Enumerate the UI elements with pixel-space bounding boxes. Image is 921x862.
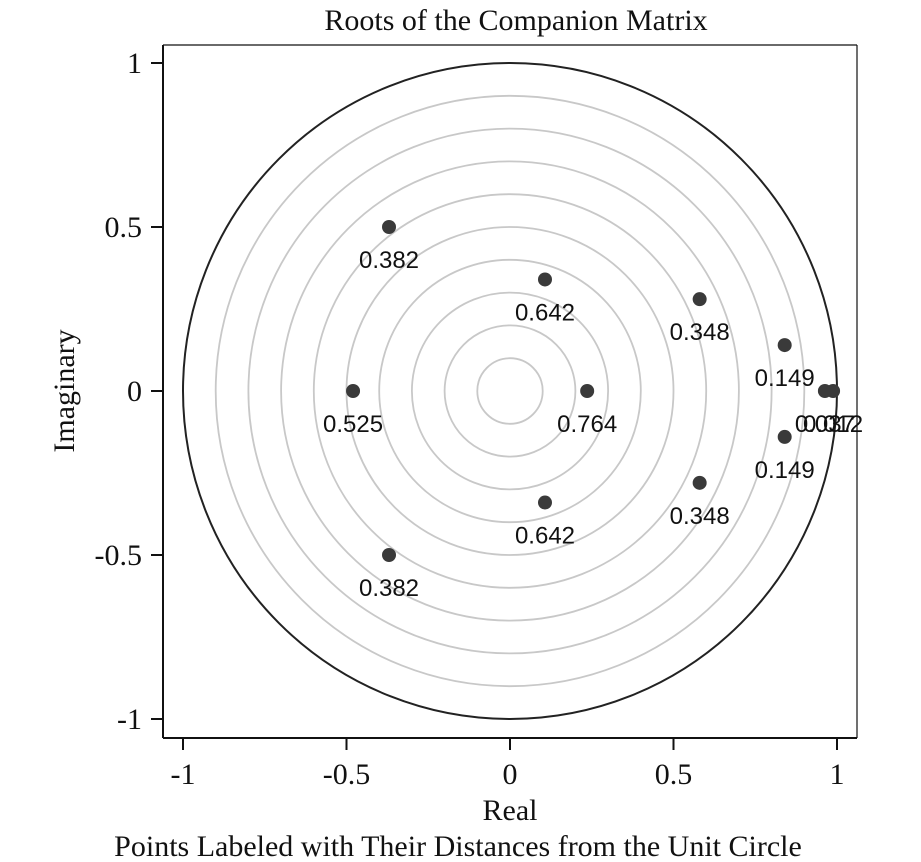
data-point-5 bbox=[346, 384, 361, 398]
y-axis-ticks: 1 0.5 0 -0.5 -1 bbox=[95, 47, 163, 736]
point-label-8: 0.012 bbox=[803, 411, 863, 438]
grid-circle-6 bbox=[312, 193, 708, 589]
data-point-10 bbox=[692, 475, 707, 490]
plot-area: 0.382 0.642 0.348 0.149 0.525 0.764 0.0370.012… bbox=[162, 44, 863, 739]
data-point-12 bbox=[382, 548, 397, 562]
point-labels: 0.382 0.642 0.348 0.149 0.525 0.764 0.0370.012… bbox=[323, 247, 863, 602]
point-label-7: 0.037 bbox=[795, 411, 855, 438]
grid-circles bbox=[214, 94, 806, 688]
y-tick-label-3: 0 bbox=[127, 375, 142, 408]
data-point-6 bbox=[580, 384, 595, 398]
point-label-6: 0.764 bbox=[557, 411, 617, 438]
data-point-1 bbox=[382, 220, 397, 234]
x-tick-label-1: -1 bbox=[171, 758, 196, 791]
data-point-2 bbox=[537, 272, 552, 287]
point-label-5: 0.525 bbox=[323, 411, 383, 438]
y-tick-label-2: 0.5 bbox=[105, 211, 143, 244]
y-tick-label-5: -1 bbox=[117, 703, 142, 736]
grid-circle-4 bbox=[378, 258, 642, 524]
point-label-1: 0.382 bbox=[359, 247, 419, 274]
point-label-3: 0.348 bbox=[670, 319, 730, 346]
x-tick-label-2: -0.5 bbox=[323, 758, 371, 791]
data-point-3 bbox=[692, 292, 707, 307]
y-axis-label: Imaginary bbox=[48, 329, 81, 452]
grid-circle-9 bbox=[214, 94, 806, 688]
points-layer bbox=[346, 220, 841, 562]
point-label-12: 0.382 bbox=[359, 575, 419, 602]
x-tick-label-5: 1 bbox=[830, 758, 845, 791]
y-tick-label-1: 1 bbox=[127, 47, 142, 80]
grid-circle-8 bbox=[247, 127, 773, 655]
x-tick-label-4: 0.5 bbox=[655, 758, 693, 791]
point-label-10: 0.348 bbox=[670, 503, 730, 530]
chart-subtitle: Points Labeled with Their Distances from… bbox=[114, 830, 802, 862]
point-label-2: 0.642 bbox=[515, 299, 575, 326]
grid-circle-1 bbox=[476, 357, 544, 425]
point-label-9: 0.149 bbox=[755, 457, 815, 484]
grid-circle-7 bbox=[280, 160, 740, 622]
x-axis-label: Real bbox=[483, 794, 538, 827]
point-label-11: 0.642 bbox=[515, 523, 575, 550]
x-axis-ticks: -1 -0.5 0 0.5 1 bbox=[171, 738, 845, 791]
data-point-11 bbox=[537, 495, 552, 510]
data-point-8 bbox=[826, 384, 841, 398]
grid-circle-2 bbox=[443, 324, 577, 458]
grid-circle-5 bbox=[345, 226, 675, 556]
data-point-9 bbox=[777, 429, 792, 444]
grid-circle-3 bbox=[410, 291, 609, 491]
y-tick-label-4: -0.5 bbox=[95, 539, 143, 572]
chart-title: Roots of the Companion Matrix bbox=[324, 4, 707, 37]
data-point-4 bbox=[777, 338, 792, 353]
x-tick-label-3: 0 bbox=[503, 758, 518, 791]
point-label-4: 0.149 bbox=[755, 365, 815, 392]
